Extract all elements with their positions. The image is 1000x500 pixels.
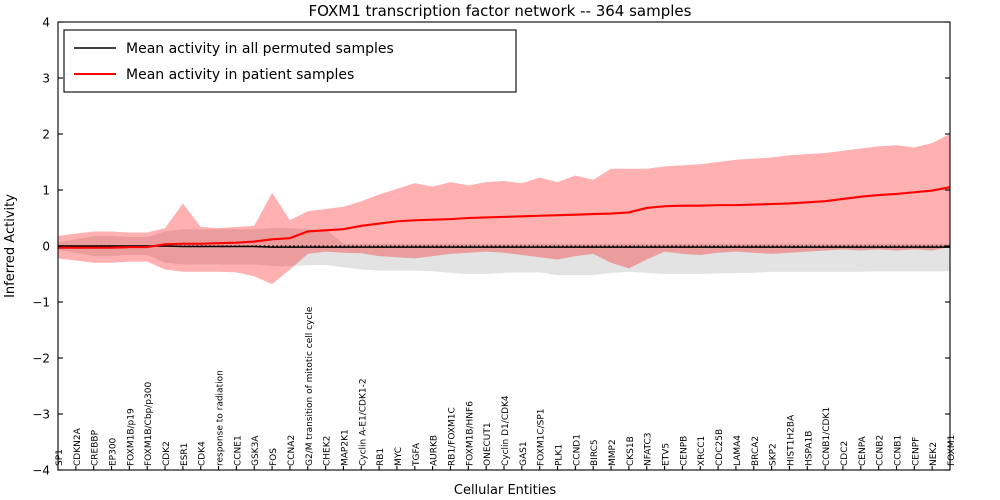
x-tick-label[interactable]: CDC2	[840, 441, 850, 466]
x-tick-label[interactable]: FOXM1B/HNF6	[465, 401, 475, 466]
x-tick-label[interactable]: TGFA	[412, 442, 422, 467]
x-tick-label[interactable]: G2/M transition of mitotic cell cycle	[305, 306, 315, 466]
y-tick-label: −1	[32, 296, 50, 310]
x-tick-label[interactable]: MMP2	[608, 439, 618, 466]
x-tick-label[interactable]: CCNE1	[233, 435, 243, 466]
chart-legend[interactable]: Mean activity in all permuted samples Mea…	[63, 29, 517, 93]
x-tick-label[interactable]: FOXM1B/Cbp/p300	[144, 382, 154, 466]
x-tick-label[interactable]: CDK4	[198, 441, 208, 466]
x-tick-label[interactable]: Cyclin A-E1/CDK1-2	[358, 378, 368, 466]
x-tick-label[interactable]: ETV5	[662, 443, 672, 466]
y-tick-label: 2	[42, 128, 50, 142]
plot-frame	[57, 21, 951, 471]
x-tick-label[interactable]: NEK2	[929, 442, 939, 466]
x-tick-label[interactable]: XRCC1	[697, 436, 707, 466]
x-axis-label: Cellular Entities	[454, 483, 556, 498]
x-tick-label[interactable]: response to radiation	[216, 370, 226, 466]
y-tick-label: 0	[42, 240, 50, 254]
y-tick-label: 3	[42, 72, 50, 86]
permuted-confidence-band	[58, 228, 950, 276]
x-tick-label[interactable]: EP300	[109, 437, 119, 466]
x-tick-label[interactable]: FOXM1C/SP1	[537, 408, 547, 466]
y-axis-ticks: −4 −3 −2 −1 0 1 2 3 4	[32, 16, 950, 478]
y-tick-label: 1	[42, 184, 50, 198]
y-tick-label: −4	[32, 464, 50, 478]
x-tick-label[interactable]: MYC	[394, 447, 404, 466]
x-tick-label[interactable]: LAMA4	[733, 435, 743, 466]
x-tick-label[interactable]: FOS	[269, 448, 279, 466]
x-tick-label[interactable]: CKS1B	[626, 436, 636, 466]
legend-frame	[63, 29, 517, 93]
x-tick-label[interactable]: CENPB	[679, 436, 689, 466]
x-tick-label[interactable]: FOXM1B/p19	[126, 408, 136, 466]
x-tick-label[interactable]: BRCA2	[751, 436, 761, 466]
x-tick-label[interactable]: NFATC3	[644, 432, 654, 466]
x-tick-label[interactable]: RB1	[376, 448, 386, 466]
x-tick-label[interactable]: CCNB1/CDK1	[822, 407, 832, 466]
x-tick-label[interactable]: ONECUT1	[483, 422, 493, 466]
x-tick-label[interactable]: CCNA2	[287, 435, 297, 466]
x-tick-label[interactable]: SKP2	[769, 443, 779, 466]
x-tick-label[interactable]: MAP2K1	[340, 429, 350, 466]
x-tick-label[interactable]: CCNB2	[876, 435, 886, 466]
x-tick-label[interactable]: CREBBP	[91, 429, 101, 466]
x-tick-label[interactable]: CCNB1	[893, 435, 903, 466]
permuted-band-area	[58, 228, 950, 276]
x-tick-label[interactable]: AURKB	[430, 435, 440, 466]
x-tick-label[interactable]: CHEK2	[323, 436, 333, 466]
x-tick-label[interactable]: HSPA1B	[804, 431, 814, 466]
patient-mean-line	[58, 186, 951, 249]
x-tick-label[interactable]: CDC25B	[715, 429, 725, 466]
x-tick-label[interactable]: BIRC5	[590, 439, 600, 466]
x-tick-label[interactable]: FOXM1	[947, 435, 957, 466]
permuted-mean-line	[58, 245, 950, 248]
x-tick-label[interactable]: CENPF	[911, 437, 921, 466]
x-tick-label[interactable]: CDKN2A	[73, 427, 83, 466]
x-tick-label[interactable]: GAS1	[519, 441, 529, 466]
y-tick-label: −2	[32, 352, 50, 366]
chart-title: FOXM1 transcription factor network -- 36…	[309, 2, 692, 20]
x-tick-label[interactable]: ESR1	[180, 443, 190, 466]
y-tick-label: 4	[42, 16, 50, 30]
x-tick-label[interactable]: GSK3A	[251, 435, 261, 466]
x-tick-label[interactable]: PLK1	[555, 444, 565, 466]
x-tick-label[interactable]: Cyclin D1/CDK4	[501, 395, 511, 466]
x-axis-ticks: SP1 CDKN2A CREBBP EP300 FOXM1B/p19 FOXM1B/Cbp…	[55, 306, 957, 470]
x-tick-label[interactable]: CENPA	[858, 435, 868, 466]
x-tick-label[interactable]: SP1	[55, 449, 65, 466]
x-tick-label[interactable]: RB1/FOXM1C	[447, 407, 457, 466]
legend-label: Mean activity in patient samples	[126, 67, 354, 83]
permuted-mean-path	[58, 245, 950, 248]
legend-label: Mean activity in all permuted samples	[126, 41, 394, 57]
x-tick-label[interactable]: CCND1	[572, 434, 582, 466]
patient-mean-path	[58, 186, 951, 249]
y-axis-label: Inferred Activity	[3, 194, 18, 298]
x-tick-label[interactable]: CDK2	[162, 441, 172, 466]
x-tick-label[interactable]: HIST1H2BA	[786, 414, 796, 466]
y-tick-label: −3	[32, 408, 50, 422]
